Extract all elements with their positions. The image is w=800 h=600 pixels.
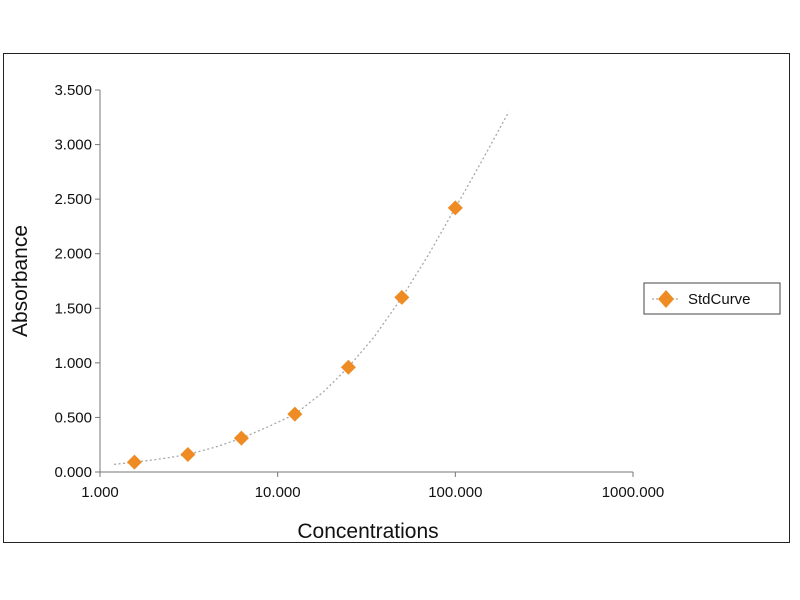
y-tick-label: 1.500 xyxy=(54,300,92,317)
y-tick-label: 3.500 xyxy=(54,82,92,99)
x-tick-label: 1000.000 xyxy=(602,484,665,501)
chart-frame: 0.000 0.500 1.000 1.500 2.000 2.500 3.000 3.500… xyxy=(3,53,790,543)
y-ticks: 0.000 0.500 1.000 1.500 2.000 2.500 3.000 3.500 xyxy=(54,82,100,481)
y-tick-label: 1.000 xyxy=(54,355,92,372)
data-point-diamond xyxy=(447,200,463,216)
axes xyxy=(99,90,633,473)
data-point-diamond xyxy=(180,447,196,463)
std-curve-chart: 0.000 0.500 1.000 1.500 2.000 2.500 3.000 3.500… xyxy=(9,82,781,541)
legend: StdCurve xyxy=(643,282,781,315)
x-ticks: 1.000 10.000 100.000 1000.000 xyxy=(81,472,664,501)
fit-curve-line xyxy=(114,111,510,466)
data-point-diamond xyxy=(126,454,142,470)
data-point-diamond xyxy=(394,289,410,305)
fit-curve xyxy=(114,111,510,466)
data-points xyxy=(126,200,463,470)
y-axis-title: Absorbance xyxy=(9,225,32,337)
y-tick-label: 0.500 xyxy=(54,409,92,426)
x-axis-title: Concentrations xyxy=(297,520,438,541)
x-tick-label: 100.000 xyxy=(428,484,482,501)
x-tick-label: 1.000 xyxy=(81,484,119,501)
y-tick-label: 3.000 xyxy=(54,137,92,154)
data-point-diamond xyxy=(340,359,356,375)
y-tick-label: 2.000 xyxy=(54,246,92,263)
y-tick-label: 0.000 xyxy=(54,464,92,481)
y-tick-label: 2.500 xyxy=(54,191,92,208)
x-tick-label: 10.000 xyxy=(255,484,301,501)
data-point-diamond xyxy=(233,430,249,446)
legend-label: StdCurve xyxy=(688,291,751,308)
data-point-diamond xyxy=(287,406,303,422)
legend-marker-diamond-icon xyxy=(658,290,674,308)
